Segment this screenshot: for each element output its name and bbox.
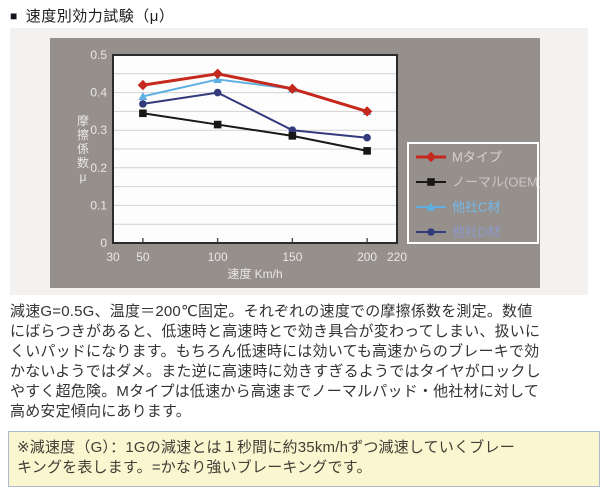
legend-label: 他社D材 — [452, 225, 500, 240]
y-tick-label: 0 — [100, 236, 107, 250]
plot-border — [112, 54, 398, 244]
y-tick-label: 0.5 — [90, 48, 107, 62]
data-marker — [427, 228, 435, 236]
y-axis-title-char: 摩 — [77, 113, 89, 128]
data-marker — [213, 88, 222, 97]
description-line: かないようではダメ。また逆に高速時に効きすぎるようではタイヤがロックし — [10, 363, 541, 380]
description-line: 減速G=0.5G、温度＝200℃固定。それぞれの速度での摩擦係数を測定。数値 — [10, 303, 533, 320]
y-tick-label: 0.1 — [90, 198, 107, 212]
legend-label: Mタイプ — [452, 150, 502, 165]
data-marker — [213, 75, 223, 84]
data-marker — [138, 91, 148, 100]
data-marker — [361, 106, 373, 117]
data-marker — [426, 202, 436, 211]
series-line — [142, 91, 368, 139]
note-line: ※減速度（G）：1Gの減速とは１秒間に約35km/hずつ減速していくブレー — [17, 439, 515, 456]
data-marker — [213, 120, 222, 129]
x-tick-label: 100 — [208, 250, 228, 264]
data-marker — [139, 109, 147, 118]
x-tick-label: 220 — [387, 250, 407, 264]
x-tick-label: 30 — [106, 250, 120, 264]
data-marker — [287, 83, 298, 95]
efficacy-chart: 0 0.1 0.2 0.3 0.4 0.5 30 50 100 150 200 220 速度 Km/h 摩… — [50, 38, 540, 288]
data-marker — [139, 100, 147, 108]
legend-label: 他社C材 — [452, 200, 500, 215]
x-tick-label: 200 — [357, 250, 377, 264]
y-axis-title-char: 擦 — [77, 128, 89, 142]
data-marker — [425, 151, 437, 163]
y-tick-label: 0.4 — [90, 86, 107, 100]
data-marker — [363, 147, 371, 155]
page-title: ■ 速度別効力試験（μ） — [10, 5, 174, 26]
data-marker — [288, 132, 297, 140]
description-line: やすく超危険。Mタイプは低速から高速までノーマルパッド・他社材に対して — [10, 383, 540, 400]
data-marker — [427, 178, 435, 186]
y-tick-label: 0.2 — [90, 161, 107, 175]
y-axis-title-char: μ — [80, 170, 87, 184]
description-text: 減速G=0.5G、温度＝200℃固定。それぞれの速度での摩擦係数を測定。数値 に… — [10, 302, 594, 422]
legend-label: ノーマル(OEM) — [452, 175, 540, 190]
legend-box — [407, 142, 539, 244]
description-line: くいパッドになります。もちろん低速時には効いても高速からのブレーキで効 — [10, 343, 540, 360]
x-tick-label: 50 — [136, 250, 150, 264]
y-axis-title-char: 係 — [77, 142, 89, 156]
description-line: にばらつきがあると、低速時と高速時とで効き具合が変わってしまい、扱いに — [10, 323, 541, 340]
data-marker — [363, 133, 371, 142]
x-tick-label: 150 — [282, 250, 302, 264]
y-tick-label: 0.3 — [90, 123, 107, 137]
data-marker — [212, 68, 223, 79]
efficacy-chart-svg: 0 0.1 0.2 0.3 0.4 0.5 30 50 100 150 200 220 速度 Km/h 摩… — [77, 48, 540, 281]
y-axis-title-char: 数 — [77, 155, 89, 170]
series-line — [142, 72, 368, 113]
data-marker — [137, 79, 149, 91]
square-bullet-icon: ■ — [10, 8, 18, 23]
deceleration-note: ※減速度（G）：1Gの減速とは１秒間に約35km/hずつ減速していくブレー キン… — [8, 431, 600, 487]
series-line — [142, 112, 368, 152]
x-axis-title: 速度 Km/h — [227, 266, 282, 281]
page-title-text: 速度別効力試験（μ） — [25, 8, 175, 25]
chart-panel: 0 0.1 0.2 0.3 0.4 0.5 30 50 100 150 200 220 速度 Km/h 摩… — [10, 28, 588, 295]
note-line: キングを表します。=かなり強いブレーキングです。 — [17, 459, 372, 476]
description-line: 高め安定傾向にあります。 — [10, 403, 191, 420]
